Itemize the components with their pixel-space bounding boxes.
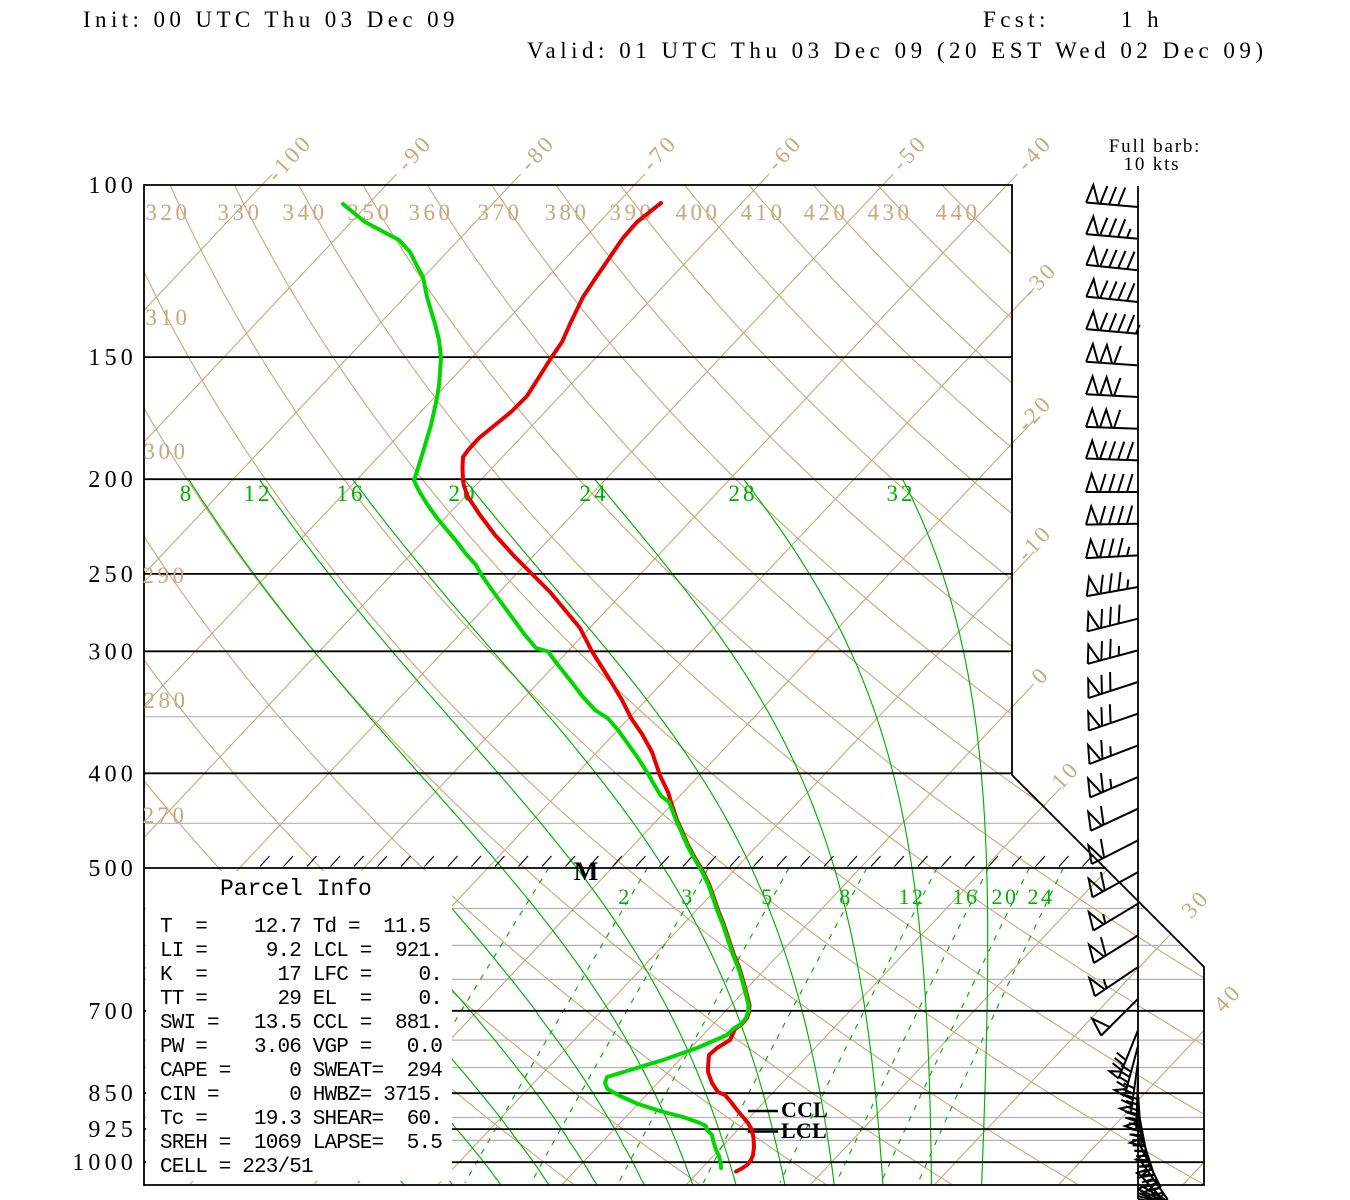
svg-text:500: 500 xyxy=(88,856,137,882)
svg-text:380: 380 xyxy=(545,200,590,225)
svg-text:SWI = 13.5 CCL = 881.: SWI = 13.5 CCL = 881. xyxy=(160,1012,442,1035)
svg-text:CAPE = 0 SWEAT= 294: CAPE = 0 SWEAT= 294 xyxy=(160,1060,442,1083)
svg-text:12: 12 xyxy=(244,481,273,506)
svg-text:TT = 29 EL = 0.: TT = 29 EL = 0. xyxy=(160,988,442,1011)
svg-text:PW = 3.06 VGP = 0.0: PW = 3.06 VGP = 0.0 xyxy=(160,1036,442,1059)
svg-text:Full barb:: Full barb: xyxy=(1109,136,1201,157)
svg-text:Fcst:: Fcst: xyxy=(983,7,1050,32)
svg-text:400: 400 xyxy=(88,761,137,787)
svg-text:12: 12 xyxy=(899,884,926,909)
svg-text:8: 8 xyxy=(839,884,853,909)
svg-text:150: 150 xyxy=(88,345,137,371)
svg-text:CCL: CCL xyxy=(781,1097,828,1122)
svg-text:LCL: LCL xyxy=(781,1118,827,1143)
svg-text:100: 100 xyxy=(88,173,137,199)
svg-text:24: 24 xyxy=(1028,884,1055,909)
svg-text:LI = 9.2 LCL = 921.: LI = 9.2 LCL = 921. xyxy=(160,940,442,963)
svg-text:1000: 1000 xyxy=(72,1150,137,1176)
svg-text:1 h: 1 h xyxy=(1121,7,1163,32)
svg-text:300: 300 xyxy=(88,639,137,665)
svg-text:270: 270 xyxy=(143,803,188,828)
svg-text:320: 320 xyxy=(146,200,191,225)
svg-text:Tc = 19.3 SHEAR= 60.: Tc = 19.3 SHEAR= 60. xyxy=(160,1108,442,1131)
svg-text:390: 390 xyxy=(610,200,655,225)
svg-text:280: 280 xyxy=(144,688,189,713)
svg-text:200: 200 xyxy=(88,467,137,493)
svg-text:250: 250 xyxy=(88,562,137,588)
svg-text:16: 16 xyxy=(337,481,366,506)
svg-text:10 kts: 10 kts xyxy=(1124,154,1181,175)
svg-text:850: 850 xyxy=(88,1081,137,1107)
svg-text:440: 440 xyxy=(936,200,981,225)
svg-text:310: 310 xyxy=(146,305,191,330)
svg-text:32: 32 xyxy=(887,481,916,506)
svg-text:290: 290 xyxy=(143,563,188,588)
svg-text:5: 5 xyxy=(761,884,775,909)
svg-text:CIN = 0 HWBZ= 3715.: CIN = 0 HWBZ= 3715. xyxy=(160,1084,442,1107)
svg-text:16: 16 xyxy=(953,884,980,909)
svg-text:CELL = 223/51: CELL = 223/51 xyxy=(160,1156,313,1179)
svg-text:330: 330 xyxy=(218,200,263,225)
svg-text:Valid: 01 UTC Thu 03 Dec 09 (2: Valid: 01 UTC Thu 03 Dec 09 (20 EST Wed … xyxy=(527,38,1268,63)
svg-text:360: 360 xyxy=(409,200,454,225)
svg-text:340: 340 xyxy=(283,200,328,225)
svg-text:Init: 00 UTC Thu 03 Dec 09: Init: 00 UTC Thu 03 Dec 09 xyxy=(83,7,459,32)
svg-text:370: 370 xyxy=(478,200,523,225)
svg-text:3: 3 xyxy=(681,884,695,909)
svg-text:925: 925 xyxy=(88,1117,137,1143)
svg-text:2: 2 xyxy=(618,884,632,909)
svg-text:300: 300 xyxy=(144,439,189,464)
svg-text:420: 420 xyxy=(804,200,849,225)
svg-text:K = 17 LFC = 0.: K = 17 LFC = 0. xyxy=(160,964,442,987)
svg-text:M: M xyxy=(574,857,599,886)
svg-text:430: 430 xyxy=(868,200,913,225)
svg-text:410: 410 xyxy=(741,200,786,225)
svg-text:20: 20 xyxy=(992,884,1019,909)
svg-text:T = 12.7 Td = 11.5: T = 12.7 Td = 11.5 xyxy=(160,916,431,939)
svg-text:400: 400 xyxy=(676,200,721,225)
svg-text:24: 24 xyxy=(580,481,609,506)
svg-text:700: 700 xyxy=(88,999,137,1025)
svg-text:8: 8 xyxy=(180,481,195,506)
svg-text:Parcel Info: Parcel Info xyxy=(220,876,372,902)
svg-text:28: 28 xyxy=(729,481,758,506)
svg-text:SREH = 1069 LAPSE= 5.5: SREH = 1069 LAPSE= 5.5 xyxy=(160,1132,442,1155)
